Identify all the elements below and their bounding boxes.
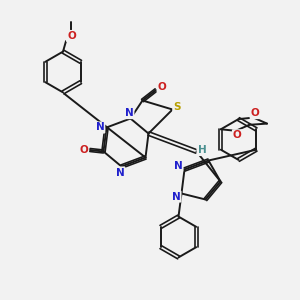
Text: O: O [158,82,166,92]
Text: N: N [95,122,104,133]
Text: N: N [173,161,182,171]
Text: O: O [79,145,88,155]
Text: H: H [197,145,206,155]
Text: N: N [172,191,181,202]
Text: N: N [124,108,134,118]
Text: O: O [250,108,260,118]
Text: S: S [173,101,181,112]
Text: O: O [67,31,76,41]
Text: N: N [116,167,124,178]
Text: O: O [233,130,242,140]
